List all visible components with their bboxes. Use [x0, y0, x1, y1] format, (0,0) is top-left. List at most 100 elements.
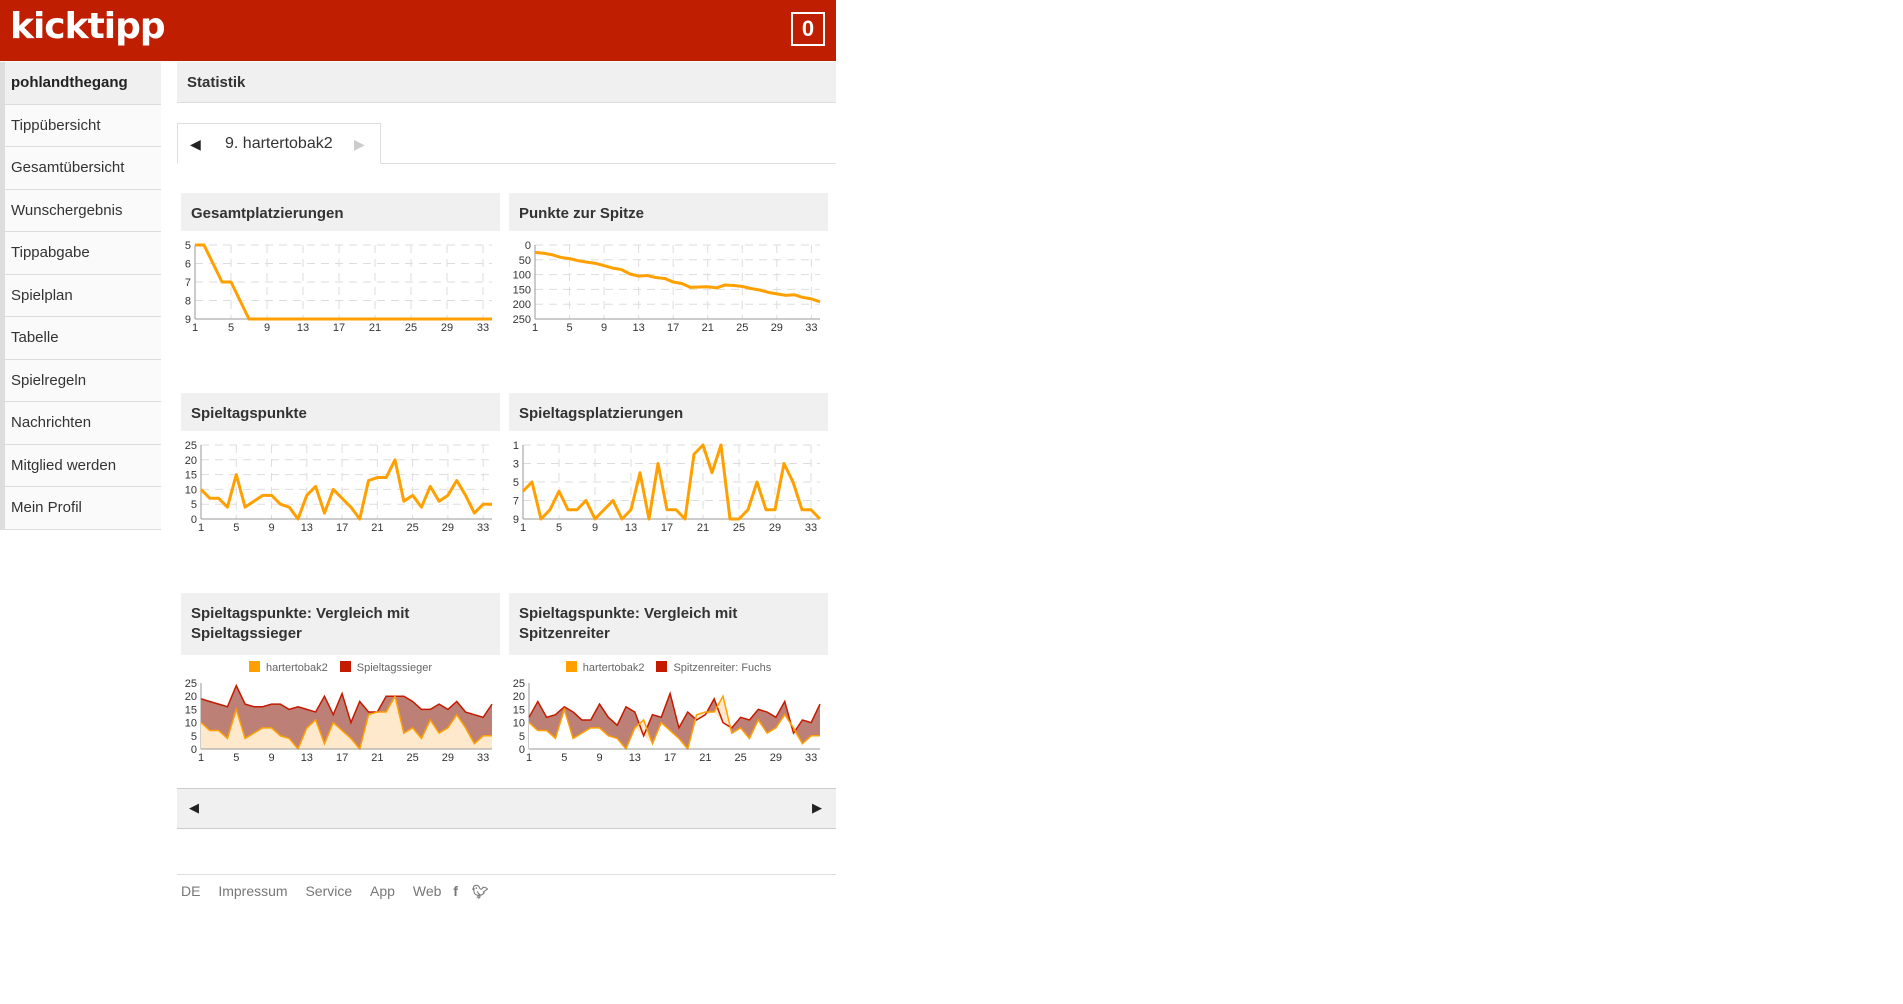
legend-swatch: [339, 661, 351, 672]
y-tick-label: 10: [185, 718, 197, 730]
sidebar-item-10[interactable]: Mein Profil: [5, 487, 161, 530]
x-tick-label: 29: [771, 322, 783, 334]
y-tick-label: 6: [185, 259, 191, 271]
legend-label: Spitzenreiter: Fuchs: [673, 662, 772, 674]
y-tick-label: 20: [185, 455, 197, 467]
footer-link-web[interactable]: Web: [412, 883, 442, 899]
series-line: [195, 243, 492, 321]
y-tick-label: 10: [513, 718, 525, 730]
x-tick-label: 5: [561, 752, 567, 764]
sidebar-item-5[interactable]: Spielplan: [5, 274, 161, 317]
x-tick-label: 21: [699, 752, 711, 764]
chart-title: Spieltagspunkte: Vergleich mit Spitzenre…: [509, 593, 828, 655]
y-tick-label: 50: [519, 255, 531, 267]
series-line: [521, 443, 822, 521]
x-tick-label: 29: [442, 522, 454, 534]
footer-link-app[interactable]: App: [370, 883, 395, 899]
legend-item[interactable]: Spitzenreiter: Fuchs: [656, 661, 772, 674]
next-player-icon[interactable]: ▶: [354, 136, 365, 152]
x-tick-label: 13: [301, 522, 313, 534]
y-tick-label: 15: [185, 704, 197, 716]
y-tick-label: 25: [185, 678, 197, 690]
chart-panel-0: Gesamtplatzierungen 5 6 7 8 9 1 5 9 13 17 21 25 29 33: [181, 193, 500, 339]
sidebar-item-2[interactable]: Gesamtübersicht: [5, 147, 161, 190]
x-tick-label: 29: [442, 752, 454, 764]
legend-item[interactable]: hartertobak2: [249, 661, 328, 674]
y-tick-label: 250: [513, 314, 531, 326]
y-tick-label: 20: [513, 691, 525, 703]
x-tick-label: 29: [769, 522, 781, 534]
x-tick-label: 5: [566, 322, 572, 334]
chart-title: Spieltagspunkte: [181, 393, 500, 431]
x-tick-label: 9: [268, 522, 274, 534]
y-tick-label: 0: [519, 744, 525, 756]
previous-player-icon[interactable]: ◀: [190, 136, 201, 152]
points-badge[interactable]: 0: [791, 12, 825, 46]
x-tick-label: 21: [369, 322, 381, 334]
x-tick-label: 13: [633, 322, 645, 334]
y-tick-label: 5: [519, 731, 525, 743]
x-tick-label: 5: [233, 752, 239, 764]
x-tick-label: 21: [371, 522, 383, 534]
y-tick-label: 5: [185, 240, 191, 252]
footer: DE Impressum Service App Web f 🐦︎: [177, 874, 836, 900]
y-tick-label: 150: [513, 284, 531, 296]
sidebar-item-8[interactable]: Nachrichten: [5, 402, 161, 445]
series-line-compare: [528, 691, 821, 738]
x-tick-label: 25: [407, 752, 419, 764]
legend-swatch: [249, 661, 260, 672]
sidebar-item-9[interactable]: Mitglied werden: [5, 444, 161, 487]
chart-panel-3: Spieltagsplatzierungen 1 3 5 7 9 1 5 9 13 17 21 25 29…: [509, 393, 828, 539]
bottom-navigation: ◀ ▶: [177, 788, 836, 829]
x-tick-label: 1: [192, 322, 198, 334]
kicktipp-logo[interactable]: kicktipp: [10, 6, 166, 47]
twitter-icon[interactable]: 🐦︎: [471, 884, 489, 899]
x-tick-label: 21: [697, 522, 709, 534]
chart-panel-2: Spieltagspunkte 0 5 10 15 20 25 1 5 9 13 17 21 25 29 33: [181, 393, 500, 539]
x-tick-label: 25: [405, 322, 417, 334]
chart-legend: hartertobak2 Spitzenreiter: Fuchs: [509, 661, 828, 675]
header: kicktipp 0: [0, 0, 836, 61]
y-tick-label: 9: [185, 314, 191, 326]
x-tick-label: 17: [664, 752, 676, 764]
sidebar-item-7[interactable]: Spielregeln: [5, 359, 161, 402]
x-tick-label: 5: [233, 522, 239, 534]
legend-item[interactable]: hartertobak2: [565, 661, 644, 674]
y-tick-label: 7: [513, 496, 519, 508]
legend-swatch: [656, 661, 668, 672]
x-tick-label: 25: [407, 522, 419, 534]
legend-swatch: [565, 661, 577, 672]
series-line: [534, 250, 821, 304]
x-tick-label: 33: [805, 322, 817, 334]
y-tick-label: 7: [185, 277, 191, 289]
x-tick-label: 17: [333, 322, 345, 334]
sidebar-item-3[interactable]: Wunschergebnis: [5, 189, 161, 232]
y-tick-label: 0: [191, 744, 197, 756]
player-tabs: ◀ 9. hartertobak2 ▶: [177, 123, 836, 164]
next-icon[interactable]: ▶: [812, 800, 822, 815]
x-tick-label: 5: [556, 522, 562, 534]
sidebar-item-4[interactable]: Tippabgabe: [5, 232, 161, 275]
previous-icon[interactable]: ◀: [189, 800, 199, 815]
series-line-player: [200, 694, 492, 751]
x-tick-label: 25: [735, 752, 747, 764]
x-tick-label: 5: [228, 322, 234, 334]
sidebar-item-6[interactable]: Tabelle: [5, 317, 161, 360]
chart-panel-5: Spieltagspunkte: Vergleich mit Spitzenre…: [509, 593, 828, 769]
facebook-icon[interactable]: f: [453, 883, 458, 899]
series-line-compare: [200, 683, 493, 725]
x-tick-label: 1: [198, 522, 204, 534]
footer-link-service[interactable]: Service: [305, 883, 353, 899]
x-tick-label: 9: [264, 322, 270, 334]
tab-player[interactable]: ◀ 9. hartertobak2 ▶: [177, 123, 381, 164]
y-tick-label: 15: [185, 470, 197, 482]
footer-link-impressum[interactable]: Impressum: [218, 883, 288, 899]
legend-label: hartertobak2: [266, 662, 328, 674]
footer-link-de[interactable]: DE: [181, 883, 201, 899]
sidebar-item-0[interactable]: pohlandthegang: [5, 62, 161, 105]
legend-item[interactable]: Spieltagssieger: [339, 661, 432, 674]
sidebar-item-1[interactable]: Tippübersicht: [5, 104, 161, 147]
